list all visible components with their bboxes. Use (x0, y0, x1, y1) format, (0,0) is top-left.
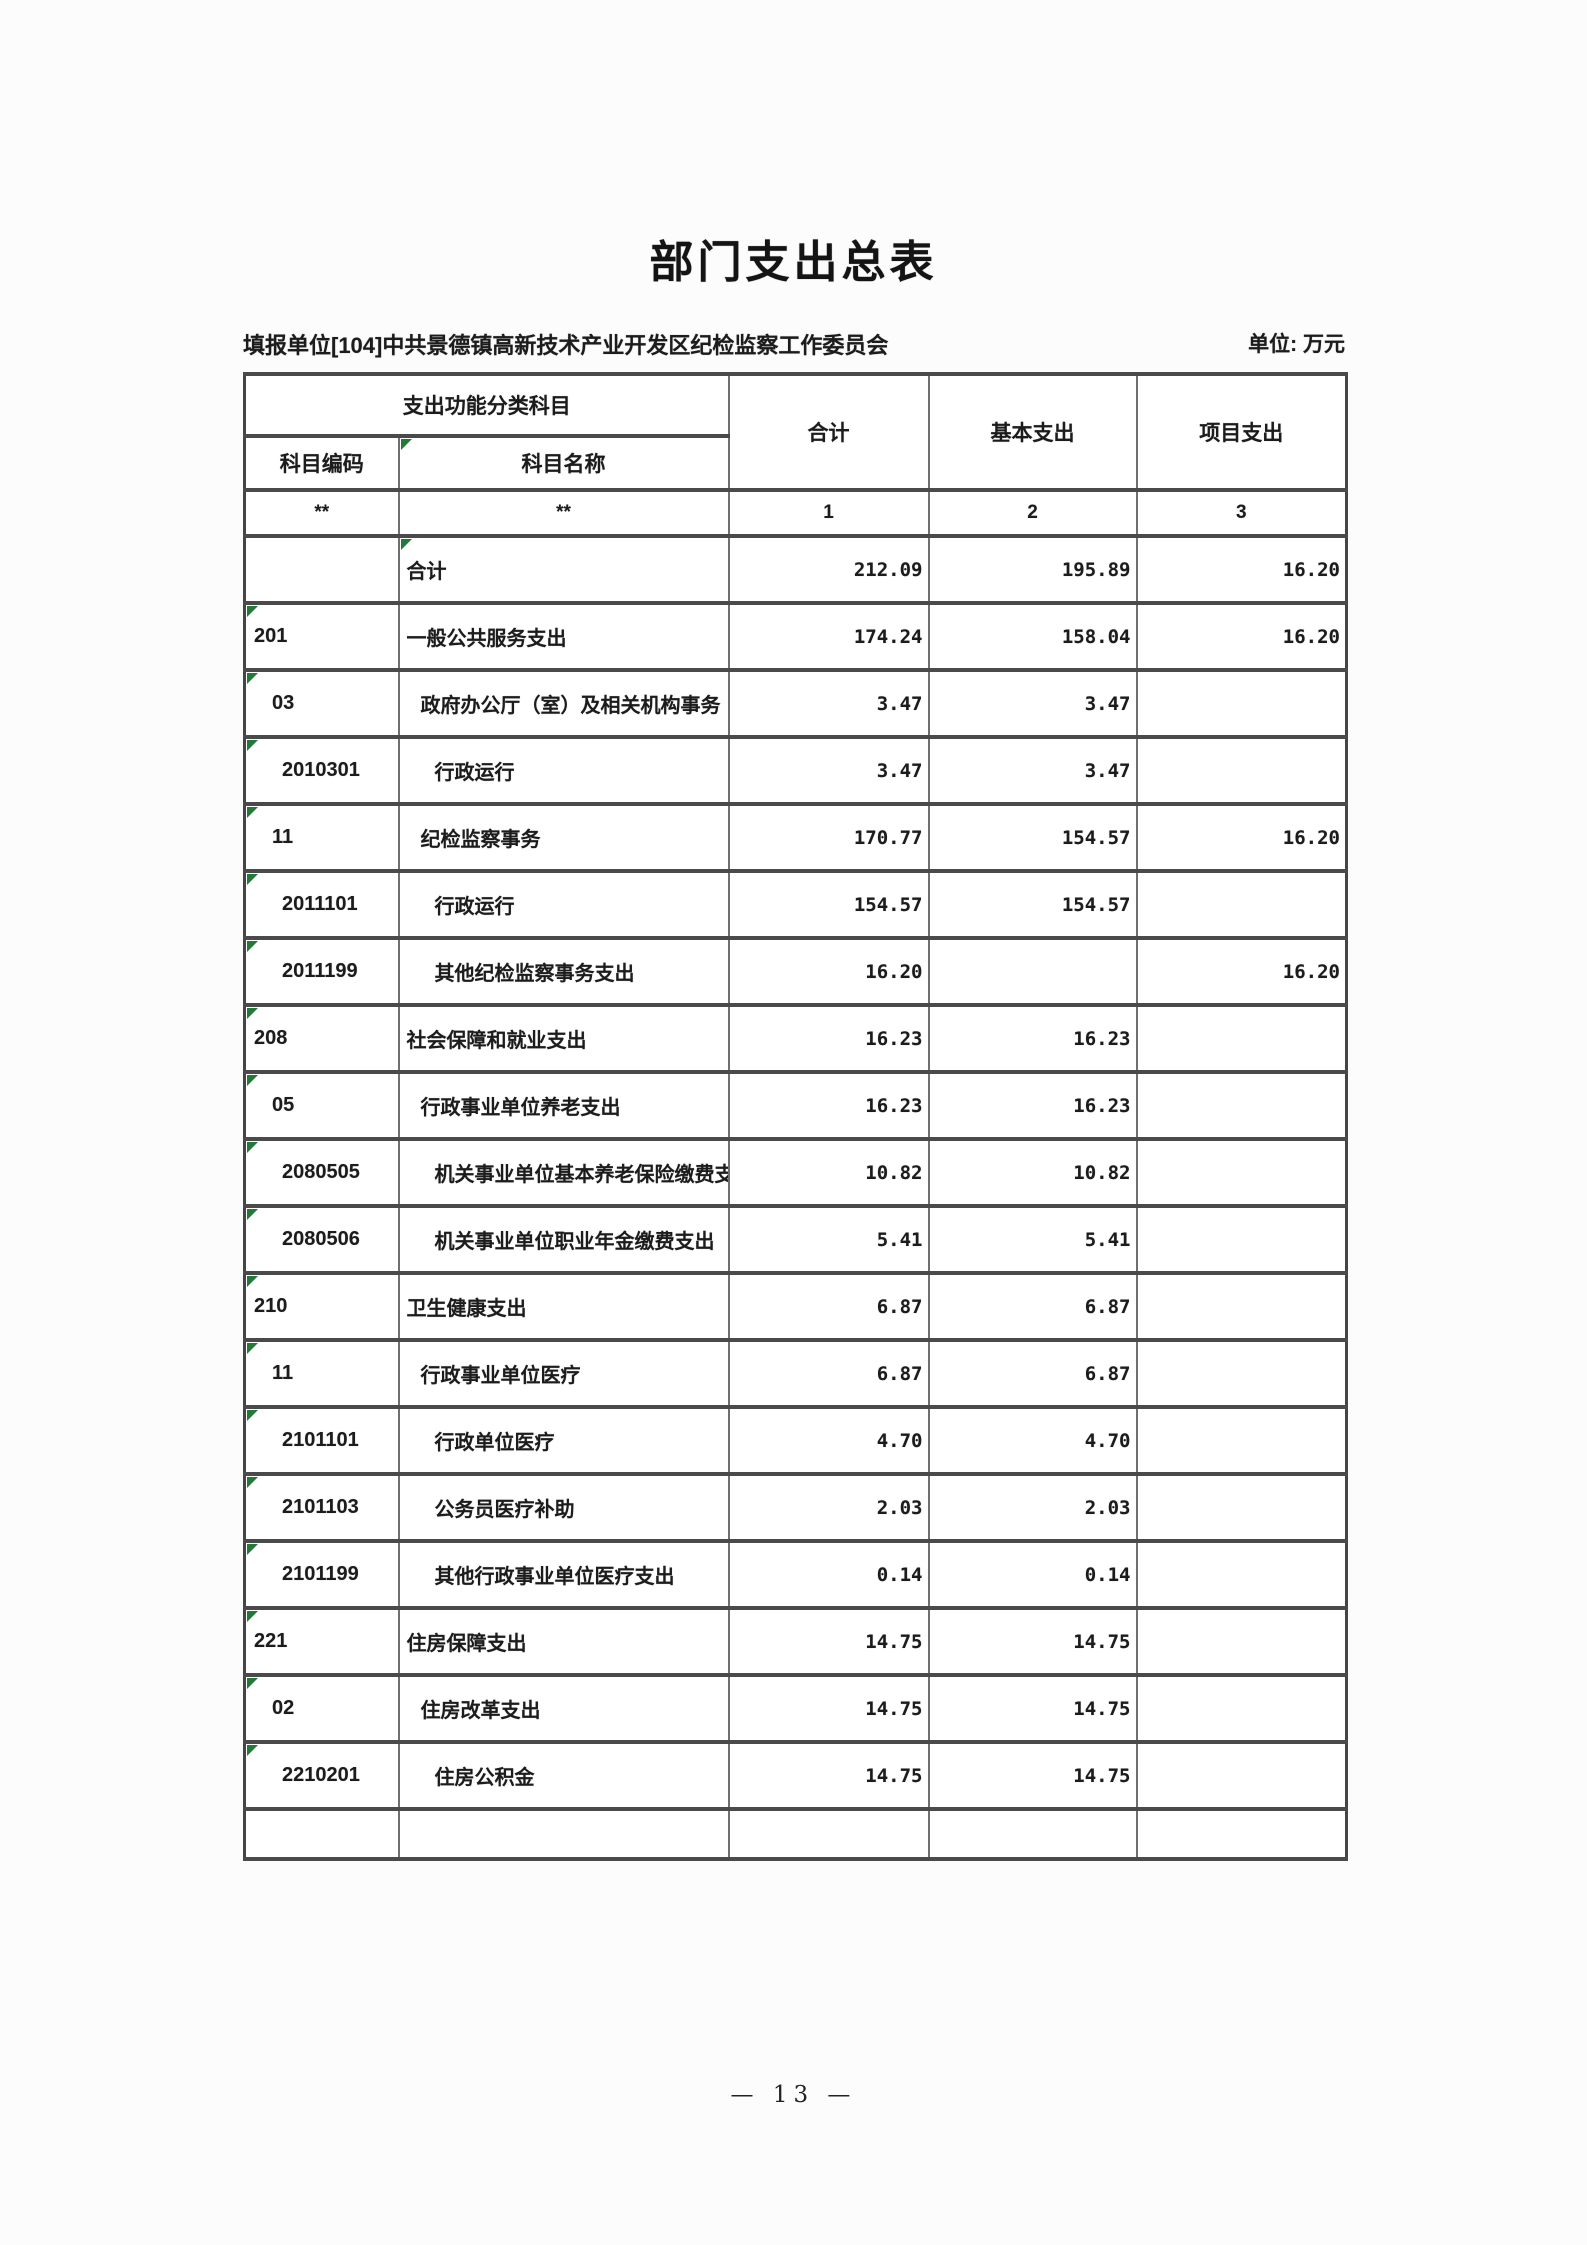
header-row-sub: 科目编码 科目名称 (243, 434, 1347, 492)
page-title: 部门支出总表 (649, 238, 938, 287)
header-row-group: 支出功能分类科目 合计 基本支出 项目支出 (243, 372, 1348, 492)
code-asterisk-cell: ** (243, 488, 400, 538)
error-indicator-triangle (247, 1009, 258, 1019)
error-indicator-triangle (247, 1612, 258, 1622)
error-indicator-triangle (247, 1679, 258, 1689)
error-indicator-triangle (247, 607, 258, 617)
table-row: 11 纪检监察事务 170.77 154.57 16.20 (243, 802, 1348, 873)
error-indicator-triangle (247, 1344, 258, 1354)
header-total-column: 合计 (727, 372, 930, 492)
table-row: 05 行政事业单位养老支出 16.23 16.23 (243, 1070, 1348, 1141)
table-row: 2080505 机关事业单位基本养老保险缴费支出 10.82 10.82 (243, 1137, 1348, 1208)
column-number-3: 3 (1135, 488, 1348, 538)
error-indicator-triangle (247, 1210, 258, 1220)
table-row: 2101101 行政单位医疗 4.70 4.70 (243, 1405, 1348, 1476)
table-header: 支出功能分类科目 合计 基本支出 项目支出 科目编码 科目名称 ** ** 1 … (243, 372, 1348, 538)
error-indicator-triangle (247, 741, 258, 751)
name-asterisk-cell: ** (397, 488, 730, 538)
table-row: 201 一般公共服务支出 174.24 158.04 16.20 (243, 601, 1348, 672)
table-body: 合计 212.09 195.89 16.20 201 一般公共服务支出 174.… (243, 534, 1348, 1861)
error-indicator-triangle (247, 1746, 258, 1756)
header-function-classification: 支出功能分类科目 (243, 372, 730, 438)
table-row: 210 卫生健康支出 6.87 6.87 (243, 1271, 1348, 1342)
table-row: 2010301 行政运行 3.47 3.47 (243, 735, 1348, 806)
error-indicator-triangle (247, 808, 258, 818)
table-row-empty (243, 1807, 1348, 1861)
header-subject-name: 科目名称 (397, 434, 730, 492)
column-number-2: 2 (927, 488, 1138, 538)
page-number: — 13 — (730, 2082, 857, 2108)
table-row: 03 政府办公厅（室）及相关机构事务 3.47 3.47 (243, 668, 1348, 739)
table-row: 2080506 机关事业单位职业年金缴费支出 5.41 5.41 (243, 1204, 1348, 1275)
table-row: 2101199 其他行政事业单位医疗支出 0.14 0.14 (243, 1539, 1348, 1610)
header-basic-expenditure-column: 基本支出 (927, 372, 1138, 492)
header-project-expenditure-column: 项目支出 (1135, 372, 1348, 492)
column-number-1: 1 (727, 488, 930, 538)
error-indicator-triangle (400, 540, 412, 550)
error-indicator-triangle (247, 1076, 258, 1086)
error-indicator-triangle (247, 1545, 258, 1555)
table-row: 02 住房改革支出 14.75 14.75 (243, 1673, 1348, 1744)
error-indicator-triangle (247, 1411, 258, 1421)
table-row: 2101103 公务员医疗补助 2.03 2.03 (243, 1472, 1348, 1543)
error-indicator-triangle (247, 1143, 258, 1153)
error-indicator-triangle (247, 875, 258, 885)
table-row: 2011101 行政运行 154.57 154.57 (243, 869, 1348, 940)
table-row: 208 社会保障和就业支出 16.23 16.23 (243, 1003, 1348, 1074)
table-row: 2011199 其他纪检监察事务支出 16.20 16.20 (243, 936, 1348, 1007)
error-indicator-triangle (400, 440, 412, 450)
table-row: 2210201 住房公积金 14.75 14.75 (243, 1740, 1348, 1811)
header-row-column-numbers: ** ** 1 2 3 (243, 488, 1348, 538)
error-indicator-triangle (247, 942, 258, 952)
error-indicator-triangle (247, 674, 258, 684)
unit-label: 单位: 万元 (1248, 333, 1345, 356)
table-meta-row: 填报单位[104]中共景德镇高新技术产业开发区纪检监察工作委员会 单位: 万元 (243, 328, 1345, 360)
error-indicator-triangle (247, 1478, 258, 1488)
table-row: 合计 212.09 195.89 16.20 (243, 534, 1348, 605)
filler-unit-label: 填报单位[104]中共景德镇高新技术产业开发区纪检监察工作委员会 (243, 333, 889, 358)
table-row: 11 行政事业单位医疗 6.87 6.87 (243, 1338, 1348, 1409)
expenditure-summary-table: 支出功能分类科目 合计 基本支出 项目支出 科目编码 科目名称 ** ** 1 … (243, 372, 1348, 1861)
error-indicator-triangle (247, 1277, 258, 1287)
table-row: 221 住房保障支出 14.75 14.75 (243, 1606, 1348, 1677)
header-subject-code: 科目编码 (243, 434, 400, 492)
